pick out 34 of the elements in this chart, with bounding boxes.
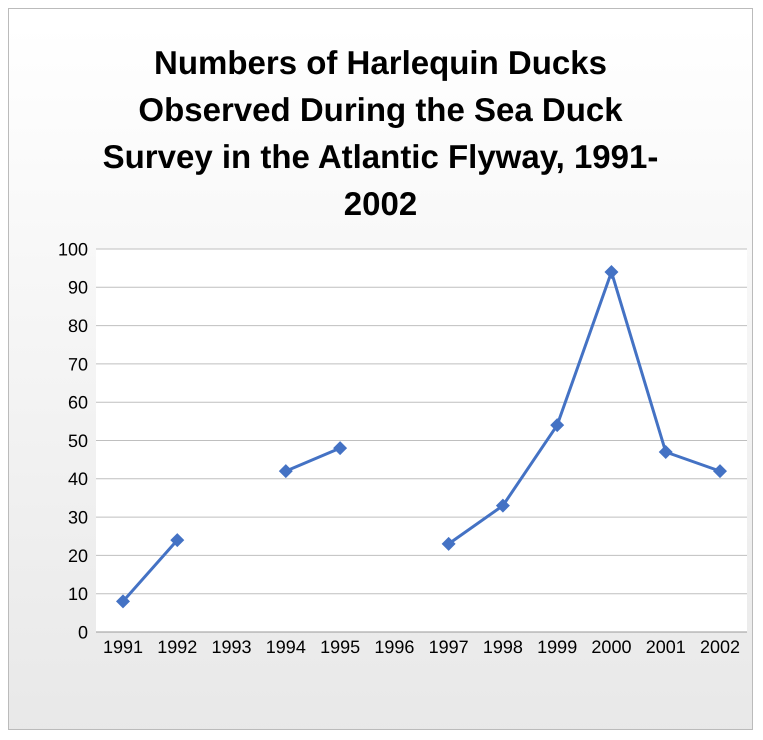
x-tick-label: 1999: [537, 636, 578, 657]
x-tick-label: 1993: [212, 636, 252, 657]
x-tick-label: 1991: [102, 636, 144, 657]
x-tick-label: 1996: [374, 636, 414, 657]
x-tick-label: 1992: [157, 636, 198, 657]
y-tick-label: 10: [68, 584, 88, 604]
point: [496, 498, 510, 513]
y-tick-label: 70: [68, 354, 88, 374]
point: [278, 464, 293, 478]
point: [442, 536, 456, 551]
point: [713, 464, 727, 478]
y-tick-label: 50: [68, 430, 88, 451]
x-tick-label: 1994: [266, 636, 306, 657]
point: [116, 594, 130, 608]
y-tick-label: 80: [68, 316, 88, 336]
x-tick-label: 1997: [428, 636, 469, 657]
x-tick-label: 1998: [482, 636, 523, 657]
point: [550, 418, 564, 432]
chart-title: Numbers of Harlequin Ducks Observed During the Sea Duck Survey in the Atlantic Flyway, 1991-2002: [102, 43, 660, 224]
y-tick-label: 20: [68, 546, 88, 566]
point: [658, 444, 673, 459]
y-tick-label: 40: [68, 469, 88, 490]
y-tick-label: 60: [68, 392, 88, 413]
y-tick-label: 90: [68, 278, 88, 298]
point: [333, 441, 348, 456]
y-tick-label: 30: [68, 507, 88, 528]
point: [604, 264, 618, 279]
y-tick-label: 100: [58, 239, 88, 260]
point: [170, 533, 184, 548]
x-tick-label: 1995: [320, 636, 360, 657]
x-tick-label: 2002: [700, 636, 740, 657]
x-tick-label: 2001: [646, 636, 686, 657]
y-tick-label: 0: [78, 622, 88, 642]
x-tick-label: 2000: [591, 636, 632, 657]
